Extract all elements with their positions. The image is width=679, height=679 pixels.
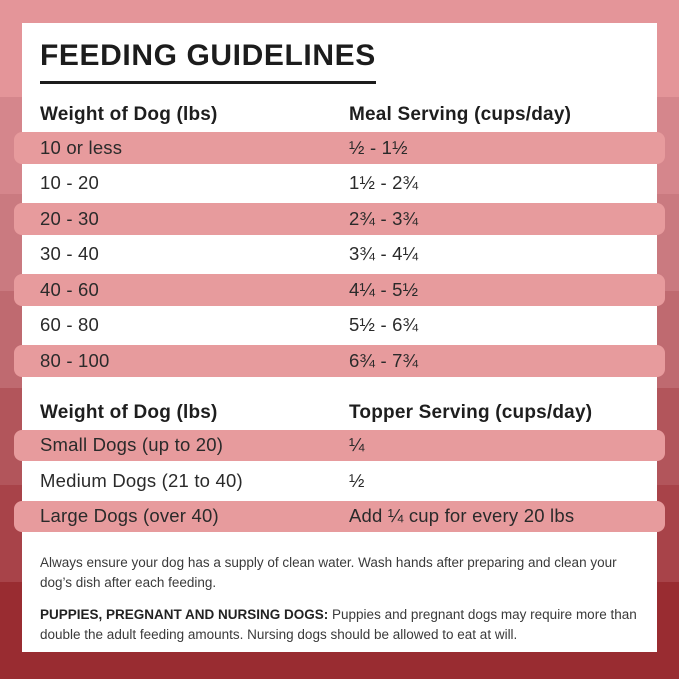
weight-cell: 10 or less <box>40 136 123 158</box>
serving-cell: ¼ <box>349 434 365 456</box>
topper-table-header: Weight of Dog (lbs) Topper Serving (cups… <box>14 397 665 430</box>
meal-table-header-weight: Weight of Dog (lbs) <box>40 104 218 125</box>
table-row: 80 - 100 6¾ - 7¾ <box>14 345 665 377</box>
weight-cell: Small Dogs (up to 20) <box>40 434 224 456</box>
serving-cell: 2¾ - 3¾ <box>349 207 419 229</box>
table-row: Large Dogs (over 40) Add ¼ cup for every… <box>14 500 665 532</box>
special-note: PUPPIES, PREGNANT AND NURSING DOGS: Pupp… <box>40 605 638 646</box>
serving-cell: Add ¼ cup for every 20 lbs <box>349 505 575 527</box>
weight-cell: 40 - 60 <box>40 278 99 300</box>
serving-cell: ½ <box>349 469 365 491</box>
table-row: Small Dogs (up to 20) ¼ <box>14 429 665 461</box>
special-note-label: PUPPIES, PREGNANT AND NURSING DOGS: <box>40 606 329 622</box>
weight-cell: 20 - 30 <box>40 207 99 229</box>
serving-cell: 3¾ - 4¼ <box>349 243 419 265</box>
weight-cell: Medium Dogs (21 to 40) <box>40 469 243 491</box>
serving-cell: 5½ - 6¾ <box>349 314 419 336</box>
table-row: 60 - 80 5½ - 6¾ <box>14 310 665 342</box>
serving-cell: ½ - 1½ <box>349 136 408 158</box>
weight-cell: 60 - 80 <box>40 314 99 336</box>
table-row: 10 - 20 1½ - 2¾ <box>14 168 665 200</box>
weight-cell: 30 - 40 <box>40 243 99 265</box>
table-row: 10 or less ½ - 1½ <box>14 132 665 164</box>
weight-cell: 10 - 20 <box>40 172 99 194</box>
topper-table-header-weight: Weight of Dog (lbs) <box>40 402 218 423</box>
feeding-guidelines-card: FEEDING GUIDELINES Weight of Dog (lbs) M… <box>14 23 665 652</box>
table-row: Medium Dogs (21 to 40) ½ <box>14 465 665 497</box>
footnotes: Always ensure your dog has a supply of c… <box>40 553 638 645</box>
title-wrap: FEEDING GUIDELINES <box>40 41 639 84</box>
serving-cell: 6¾ - 7¾ <box>349 349 419 371</box>
meal-table-header: Weight of Dog (lbs) Meal Serving (cups/d… <box>14 98 665 132</box>
page-title: FEEDING GUIDELINES <box>40 41 376 84</box>
weight-cell: 80 - 100 <box>40 349 110 371</box>
meal-table-header-serving: Meal Serving (cups/day) <box>349 104 572 125</box>
table-row: 20 - 30 2¾ - 3¾ <box>14 203 665 235</box>
topper-table-header-serving: Topper Serving (cups/day) <box>349 402 593 423</box>
serving-cell: 4¼ - 5½ <box>349 278 419 300</box>
water-note: Always ensure your dog has a supply of c… <box>40 555 617 591</box>
topper-serving-table: Weight of Dog (lbs) Topper Serving (cups… <box>14 397 665 532</box>
serving-cell: 1½ - 2¾ <box>349 172 419 194</box>
table-row: 30 - 40 3¾ - 4¼ <box>14 239 665 271</box>
table-row: 40 - 60 4¼ - 5½ <box>14 274 665 306</box>
meal-serving-table: Weight of Dog (lbs) Meal Serving (cups/d… <box>14 98 665 377</box>
special-note-text: Puppies and pregnant dogs may require mo… <box>40 606 637 642</box>
weight-cell: Large Dogs (over 40) <box>40 505 219 527</box>
